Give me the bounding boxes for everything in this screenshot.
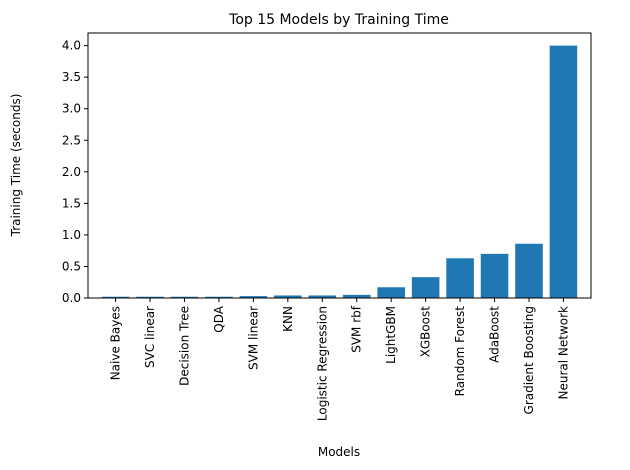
bar [308, 295, 337, 298]
y-tick-label: 4.0 [62, 39, 81, 53]
bar [205, 296, 233, 298]
bar [411, 277, 440, 298]
x-tick-label: Naive Bayes [109, 306, 123, 380]
y-axis-label: Training Time (seconds) [9, 94, 23, 238]
x-tick-label: Decision Tree [177, 306, 191, 386]
chart-title: Top 15 Models by Training Time [228, 12, 449, 28]
y-tick-label: 1.0 [62, 228, 81, 242]
bar [136, 296, 164, 298]
y-tick-label: 0.5 [62, 259, 81, 273]
bar [274, 295, 302, 298]
x-tick-label: LightGBM [384, 306, 398, 364]
x-tick-label: QDA [212, 305, 226, 332]
x-tick-label: XGBoost [419, 306, 433, 358]
x-tick-label: AdaBoost [488, 306, 502, 363]
y-tick-label: 3.0 [62, 102, 81, 116]
bar [549, 45, 578, 298]
bar [239, 296, 268, 298]
bar [515, 243, 543, 298]
x-tick-label: SVM rbf [350, 305, 364, 353]
bar [342, 294, 371, 298]
y-tick-label: 2.0 [62, 165, 81, 179]
bar [377, 287, 405, 298]
bar [101, 296, 130, 298]
x-tick-label: SVC linear [143, 306, 157, 368]
plot-frame [87, 32, 592, 299]
x-tick-label: Gradient Boosting [522, 306, 536, 414]
y-tick-label: 0.0 [62, 291, 81, 305]
x-axis: Naive Bayes SVC linear Decision Tree QDA SVM… [109, 298, 570, 421]
x-tick-label: Neural Network [556, 306, 570, 400]
x-tick-label: KNN [281, 306, 295, 332]
bar [170, 296, 199, 298]
bars [101, 45, 578, 298]
y-tick-label: 2.5 [62, 133, 81, 147]
x-tick-label: Random Forest [453, 306, 467, 397]
bar [480, 253, 509, 298]
y-tick-label: 3.5 [62, 70, 81, 84]
y-axis: 0.0 0.5 1.0 1.5 2.0 2.5 3.0 3.5 4.0 [62, 39, 88, 305]
x-tick-label: SVM linear [246, 306, 260, 370]
y-tick-label: 1.5 [62, 196, 81, 210]
x-tick-label: Logistic Regression [315, 306, 329, 421]
bar [446, 258, 474, 298]
x-axis-label: Models [318, 445, 360, 459]
